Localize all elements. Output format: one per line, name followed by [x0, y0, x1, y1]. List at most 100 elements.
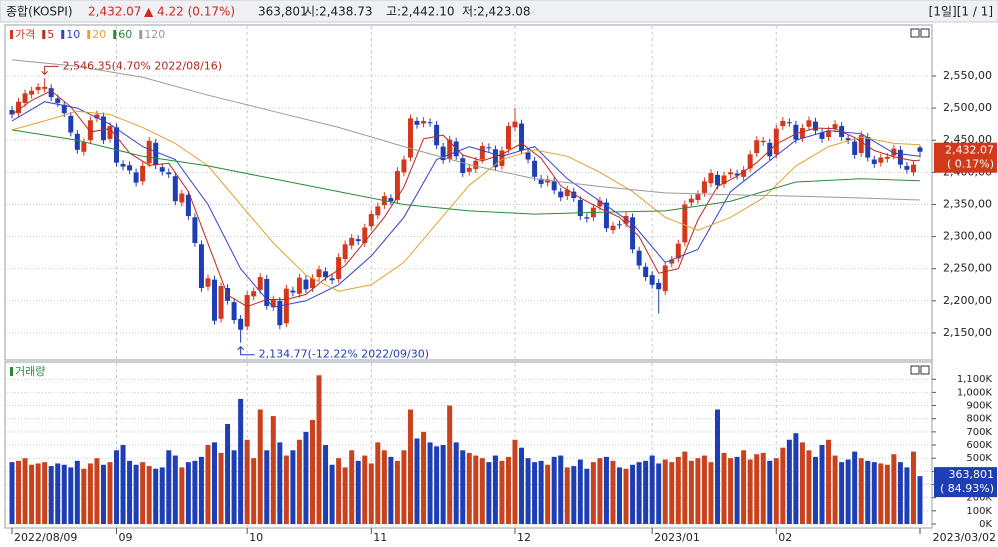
volume-bar [786, 439, 792, 524]
candle-body [349, 237, 355, 246]
candle-body [747, 154, 753, 169]
maximize-button[interactable] [910, 28, 920, 38]
moving-average-line [11, 90, 921, 308]
volume-bar [81, 468, 87, 524]
y-tick-label: 0K [979, 519, 992, 530]
candle-body [734, 173, 740, 176]
candle-body [466, 167, 472, 172]
candle-body [878, 157, 884, 163]
volume-bar [773, 458, 779, 524]
volume-bar [296, 439, 302, 524]
volume-bar [826, 439, 832, 524]
volume-bar [793, 433, 799, 524]
legend-swatch [139, 30, 143, 39]
price-panel-buttons[interactable] [910, 28, 930, 38]
volume-bar [48, 466, 54, 524]
volume-bar [388, 456, 394, 524]
volume-bar [858, 458, 864, 524]
candle-body [669, 259, 675, 264]
volume-bar [492, 455, 498, 524]
volume-bar [545, 464, 551, 524]
volume-bar [349, 450, 355, 524]
volume-bar [649, 455, 655, 524]
candle-body [545, 179, 551, 183]
candle-body [35, 86, 41, 91]
volume-bar [257, 409, 263, 524]
period-selector[interactable]: [1일][1 / 1] [929, 5, 993, 19]
candle-body [48, 88, 54, 98]
volume-bar [87, 463, 93, 524]
candle-body [407, 118, 413, 158]
candle-body [87, 120, 93, 141]
volume-bar [212, 442, 218, 524]
volume-bar [910, 451, 916, 524]
volume-bar [839, 462, 845, 524]
candle-body [597, 200, 603, 207]
y-tick-label: 800K [966, 414, 992, 425]
close-button[interactable] [920, 28, 930, 38]
volume-panel-buttons[interactable] [910, 365, 930, 375]
low-annotation: 2,134.77(-12.22% 2022/09/30) [259, 348, 429, 361]
volume-bar [375, 442, 381, 524]
volume-bar [29, 464, 35, 524]
candle-body [564, 189, 570, 197]
volume-bar [845, 459, 851, 524]
candle-body [238, 318, 244, 330]
candle-body [688, 198, 694, 203]
volume-bar [884, 464, 890, 524]
y-tick-label: 900K [966, 401, 992, 412]
volume-bar [381, 450, 387, 524]
candle-body [630, 217, 636, 250]
y-tick-label: 2,250,00 [943, 262, 992, 275]
volume-bar [669, 462, 675, 524]
volume-bar [100, 464, 106, 524]
volume-bar [127, 460, 133, 524]
candle-body [617, 224, 623, 226]
candle-body [447, 139, 453, 159]
candle-body [858, 135, 864, 154]
maximize-button[interactable] [910, 365, 920, 375]
volume-bar [453, 442, 459, 524]
candle-body [897, 149, 903, 165]
volume-bar [427, 442, 433, 524]
volume-bar [701, 455, 707, 524]
candle-body [244, 295, 250, 327]
volume-bar [362, 455, 368, 524]
volume-bar [590, 462, 596, 524]
volume-bar [832, 455, 838, 524]
candle-body [910, 164, 916, 173]
volume-bar [55, 463, 61, 524]
candle-body [760, 140, 766, 143]
index-name: 종합(KOSPI) [6, 5, 73, 19]
candle-body [159, 167, 165, 172]
volume-bar [760, 452, 766, 524]
candle-body [603, 202, 609, 229]
volume-bar [329, 464, 335, 524]
last-change: ( 0.17%) [947, 158, 994, 171]
volume-bar [806, 450, 812, 524]
volume-bar [865, 460, 871, 524]
volume-bar [747, 459, 753, 524]
candle-body [701, 181, 707, 193]
volume-bar [303, 431, 309, 524]
volume-bar [512, 439, 518, 524]
volume-bar [675, 456, 681, 524]
candle-body [9, 110, 15, 115]
volume-bar [897, 462, 903, 524]
close-button[interactable] [920, 365, 930, 375]
candle-body [434, 124, 440, 146]
volume-bar [355, 460, 361, 524]
legend-swatch [42, 30, 46, 39]
candle-body [845, 138, 851, 141]
volume-bar [283, 455, 289, 524]
volume-bar [741, 450, 747, 524]
candle-body [264, 278, 270, 306]
legend-swatch [87, 30, 91, 39]
candle-body [61, 104, 67, 114]
x-tick-label: 12 [517, 531, 531, 544]
volume-bar [198, 456, 204, 524]
volume-bar [94, 458, 100, 524]
candle-body [342, 244, 348, 260]
last-volume-box [934, 467, 997, 498]
